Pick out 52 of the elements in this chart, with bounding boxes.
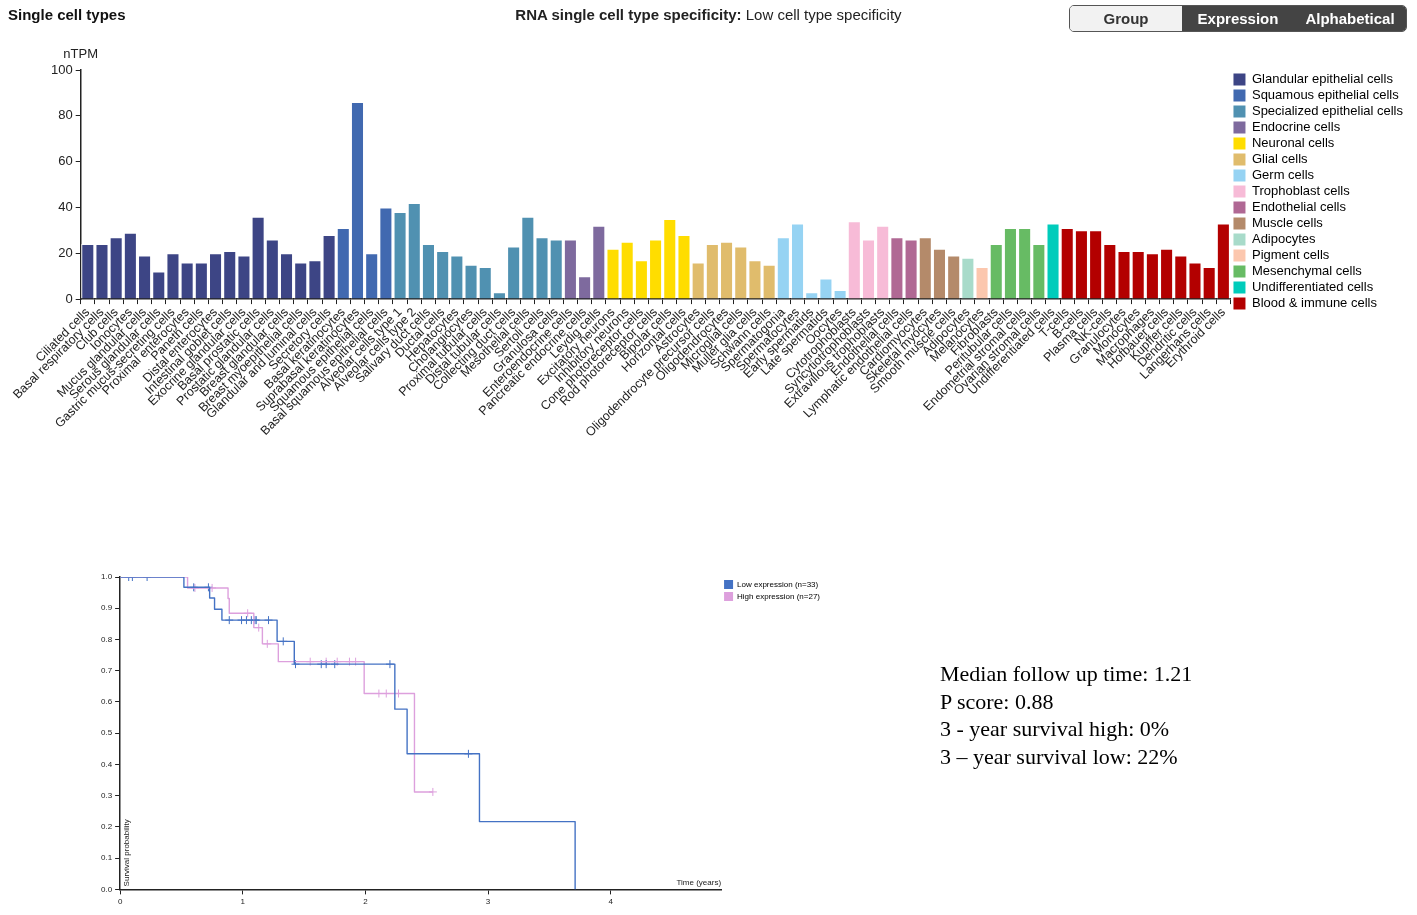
text: P score: 0.88 bbox=[940, 687, 1055, 715]
y-tick-label: 20 bbox=[58, 244, 73, 260]
y-tick-label: 0.5 bbox=[101, 728, 113, 738]
y-tick-label: 80 bbox=[58, 107, 73, 123]
y-tick-label: 0.0 bbox=[101, 884, 113, 894]
legend-label: Specialized epithelial cells bbox=[1251, 103, 1404, 119]
text: Alphabetical bbox=[1294, 6, 1406, 31]
x-tick-label: 3 bbox=[485, 897, 491, 907]
legend-label: Muscle cells bbox=[1251, 215, 1324, 231]
text: Single cell types bbox=[8, 6, 126, 23]
legend-label: Squamous epithelial cells bbox=[1251, 87, 1400, 103]
text: Median follow up time: 1.21 bbox=[940, 660, 1194, 688]
x-tick-label: 1 bbox=[240, 897, 246, 907]
chart-title: RNA single cell type specificity: bbox=[515, 6, 742, 23]
y-tick-label: 0.2 bbox=[101, 822, 113, 832]
y-tick-label: 1.0 bbox=[101, 572, 113, 582]
y-axis-title: nTPM bbox=[63, 46, 99, 61]
text: Expression bbox=[1182, 6, 1294, 31]
chart-subtitle: Low cell type specificity bbox=[745, 6, 902, 23]
y-tick-label: 0.3 bbox=[101, 790, 113, 800]
y-tick-label: 0 bbox=[65, 290, 73, 306]
x-tick-label: 4 bbox=[608, 897, 614, 907]
legend-label: Pigment cells bbox=[1251, 247, 1330, 263]
legend-label: High expression (n=27) bbox=[737, 591, 821, 601]
y-tick-label: 60 bbox=[58, 153, 73, 169]
legend-label: Glial cells bbox=[1251, 151, 1309, 167]
legend-label: Glandular epithelial cells bbox=[1251, 71, 1394, 87]
legend-label: Trophoblast cells bbox=[1251, 183, 1351, 199]
legend-label: Germ cells bbox=[1251, 167, 1315, 183]
legend-label: Endocrine cells bbox=[1251, 119, 1341, 135]
y-axis-title: Survival probability bbox=[122, 819, 132, 887]
legend-label: Adipocytes bbox=[1251, 231, 1317, 247]
legend-label: Mesenchymal cells bbox=[1251, 263, 1363, 279]
y-tick-label: 100 bbox=[50, 61, 73, 77]
text: 3 – year survival low: 22% bbox=[940, 742, 1179, 770]
y-tick-label: 0.7 bbox=[101, 665, 113, 675]
y-tick-label: 0.8 bbox=[101, 634, 113, 644]
legend-label: Endothelial cells bbox=[1251, 199, 1347, 215]
y-tick-label: 0.1 bbox=[101, 853, 113, 863]
y-tick-label: 0.6 bbox=[101, 697, 113, 707]
x-axis-title: Time (years) bbox=[676, 878, 722, 888]
legend-label: Blood & immune cells bbox=[1251, 295, 1378, 311]
y-tick-label: 0.9 bbox=[101, 603, 113, 613]
x-tick-label: 0 bbox=[117, 897, 123, 907]
legend-label: Neuronal cells bbox=[1251, 135, 1335, 151]
legend-label: Low expression (n=33) bbox=[737, 579, 819, 589]
x-tick-label: 2 bbox=[363, 897, 369, 907]
y-tick-label: 40 bbox=[58, 199, 73, 215]
text: 3 - year survival high: 0% bbox=[940, 715, 1171, 743]
y-tick-label: 0.4 bbox=[101, 759, 113, 769]
text: Group bbox=[1070, 6, 1182, 31]
legend-label: Undifferentiated cells bbox=[1251, 279, 1374, 295]
